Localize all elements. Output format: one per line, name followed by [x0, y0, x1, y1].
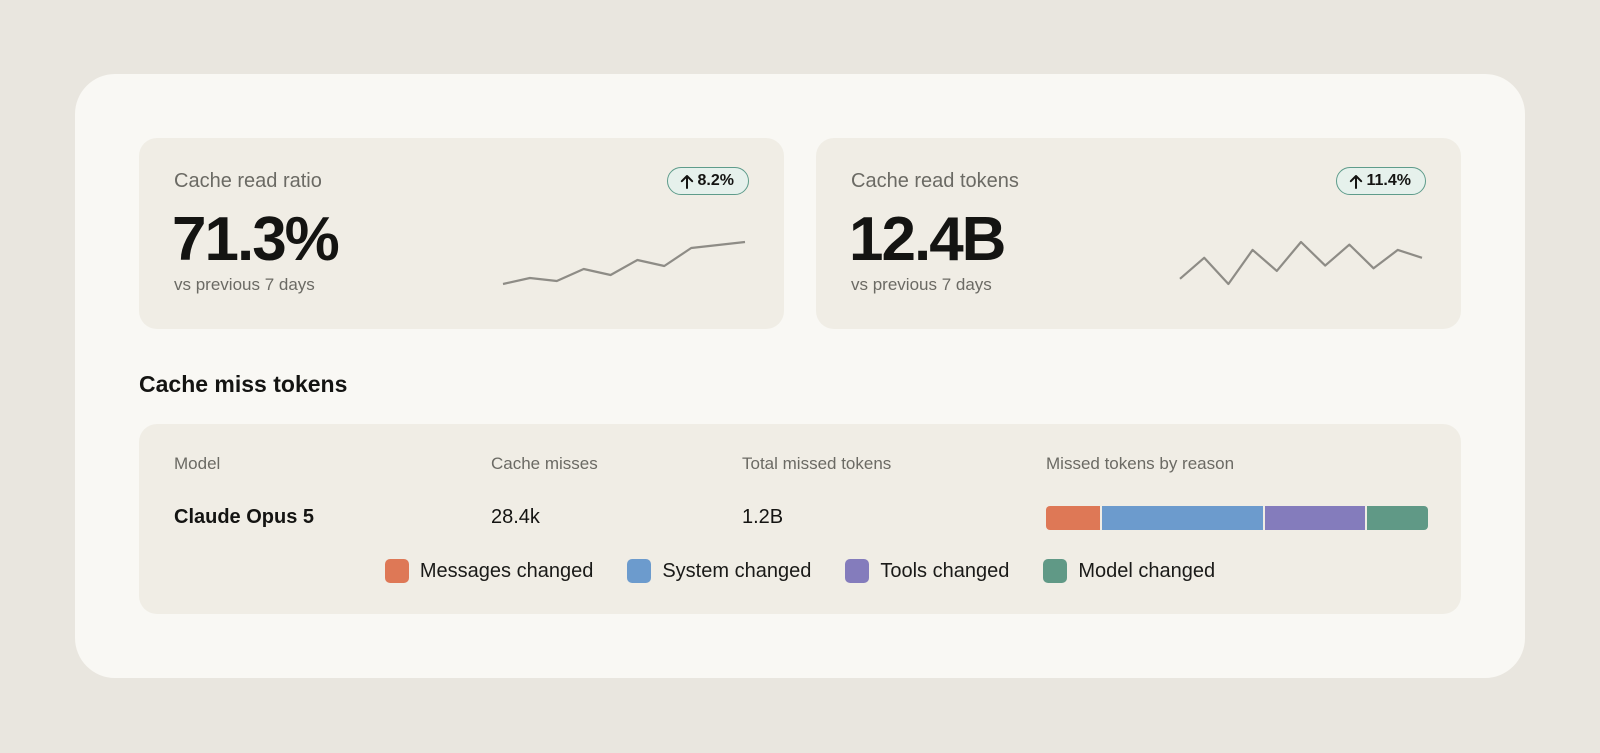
- legend-item: Tools changed: [845, 559, 1009, 583]
- legend-swatch: [384, 559, 409, 583]
- model-name: Claude Opus 5: [174, 506, 315, 528]
- sparkline-path: [1179, 240, 1423, 286]
- dashboard-panel: Cache read ratio 71.3% vs previous 7 day…: [75, 74, 1525, 678]
- sparkline: [1179, 240, 1423, 286]
- sparkline-path: [502, 240, 746, 286]
- cache-read-ratio-card: Cache read ratio 71.3% vs previous 7 day…: [139, 138, 784, 329]
- change-value: 8.2%: [697, 172, 734, 189]
- reason-bar-segment-messages-changed: [1046, 506, 1100, 530]
- stat-label: Cache read tokens: [851, 170, 1019, 192]
- cache-read-tokens-card: Cache read tokens 12.4B vs previous 7 da…: [816, 138, 1461, 329]
- cache-misses-value: 28.4k: [491, 506, 540, 528]
- column-header-total-missed: Total missed tokens: [742, 454, 892, 473]
- legend-swatch: [1043, 559, 1068, 583]
- stat-value: 12.4B: [849, 205, 1006, 274]
- arrow-up-icon: [1349, 174, 1362, 189]
- stat-comparison: vs previous 7 days: [174, 275, 315, 294]
- reason-bar-segment-system-changed: [1101, 506, 1263, 530]
- legend-label: Model changed: [1078, 559, 1216, 582]
- column-header-model: Model: [174, 454, 221, 473]
- legend-swatch: [845, 559, 870, 583]
- legend-label: System changed: [662, 559, 812, 582]
- legend-item: System changed: [627, 559, 811, 583]
- column-header-cache-misses: Cache misses: [491, 454, 598, 473]
- cache-miss-table: Model Cache misses Total missed tokens M…: [139, 424, 1461, 614]
- sparkline: [502, 240, 746, 286]
- reason-stacked-bar: [1046, 506, 1428, 530]
- reason-bar-segment-tools-changed: [1264, 506, 1365, 530]
- reason-bar-segment-model-changed: [1366, 506, 1428, 530]
- change-badge: 8.2%: [666, 167, 749, 195]
- change-value: 11.4%: [1366, 172, 1411, 189]
- legend-label: Messages changed: [419, 559, 594, 582]
- section-title: Cache miss tokens: [139, 371, 348, 397]
- arrow-up-icon: [680, 174, 693, 189]
- column-header-reason: Missed tokens by reason: [1046, 454, 1235, 473]
- stat-label: Cache read ratio: [174, 170, 322, 192]
- stat-value: 71.3%: [172, 205, 340, 274]
- change-badge: 11.4%: [1335, 167, 1426, 195]
- reason-legend: Messages changed System changed Tools chan…: [139, 559, 1461, 583]
- total-missed-value: 1.2B: [742, 506, 784, 528]
- stat-comparison: vs previous 7 days: [851, 275, 992, 294]
- legend-swatch: [627, 559, 652, 583]
- legend-label: Tools changed: [880, 559, 1010, 582]
- legend-item: Model changed: [1043, 559, 1215, 583]
- legend-item: Messages changed: [384, 559, 594, 583]
